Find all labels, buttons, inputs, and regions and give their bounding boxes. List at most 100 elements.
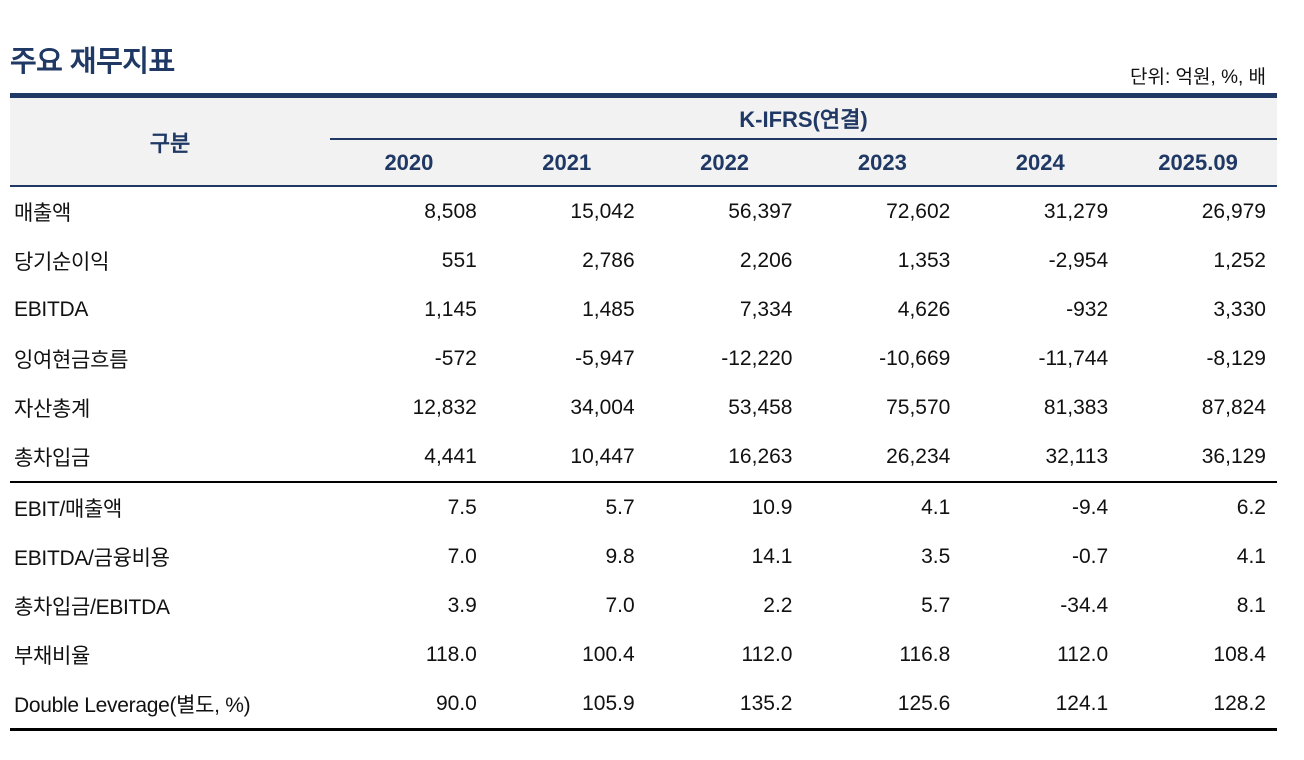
cell-value: -12,220: [721, 346, 793, 370]
year-header: 2025.09: [1158, 149, 1238, 175]
table-body: 매출액 8,508 15,042 56,397 72,602 31,279 26,979 당기…: [10, 187, 1277, 728]
cell-value: 14.1: [751, 544, 793, 568]
cell-value: 3.5: [921, 544, 951, 568]
cell-value: 118.0: [425, 642, 477, 666]
table-section: EBIT/매출액 7.5 5.7 10.9 4.1 -9.4 6.2 EBITDA/금융비용 7…: [10, 481, 1277, 728]
cell-value: 16,263: [728, 444, 793, 468]
cell-value: 128.2: [1213, 691, 1266, 715]
cell-value: 26,979: [1201, 199, 1266, 223]
cell-value: 3,330: [1213, 297, 1266, 321]
row-label: Double Leverage(별도, %): [14, 693, 251, 717]
cell-value: 105.9: [582, 691, 635, 715]
column-header-gubun: 구분: [149, 130, 191, 156]
cell-value: 4,441: [424, 444, 477, 468]
year-header: 2020: [384, 149, 434, 175]
cell-value: 87,824: [1201, 395, 1266, 419]
group-header-kifrs: K-IFRS(연결): [330, 98, 1277, 140]
table-row: 매출액 8,508 15,042 56,397 72,602 31,279 26,979: [10, 187, 1277, 236]
unit-label: 단위: 억원, %, 배: [1130, 67, 1266, 88]
cell-value: -34.4: [1060, 593, 1109, 617]
cell-value: 100.4: [582, 642, 635, 666]
table-row: Double Leverage(별도, %) 90.0 105.9 135.2 125.…: [10, 679, 1277, 728]
cell-value: 2,786: [582, 248, 635, 272]
cell-value: 15,042: [570, 199, 635, 223]
table-bottom-rule: [10, 728, 1277, 731]
table-top-rule: [10, 93, 1277, 98]
row-label: 당기순이익: [14, 250, 110, 274]
cell-value: 125.6: [897, 691, 951, 715]
cell-value: -11,744: [1038, 346, 1109, 370]
year-header: 2024: [1015, 149, 1065, 175]
cell-value: 7.5: [447, 495, 477, 519]
cell-value: -9.4: [1071, 495, 1109, 519]
row-label: 총차입금: [14, 446, 91, 470]
cell-value: 53,458: [728, 395, 793, 419]
row-label: EBIT/매출액: [14, 497, 123, 521]
cell-value: 9.8: [605, 544, 635, 568]
row-label: 자산총계: [14, 397, 91, 421]
cell-value: 1,485: [582, 297, 635, 321]
cell-value: 116.8: [899, 642, 951, 666]
table-row: 총차입금 4,441 10,447 16,263 26,234 32,113 36,129: [10, 432, 1277, 481]
cell-value: 34,004: [570, 395, 635, 419]
cell-value: 124.1: [1055, 691, 1109, 715]
row-label: 부채비율: [14, 644, 91, 668]
cell-value: 36,129: [1201, 444, 1266, 468]
cell-value: 5.7: [605, 495, 635, 519]
year-header: 2021: [542, 149, 592, 175]
cell-value: 4.1: [921, 495, 951, 519]
cell-value: 90.0: [435, 691, 477, 715]
cell-value: 72,602: [886, 199, 951, 223]
cell-value: 12,832: [412, 395, 477, 419]
cell-value: -572: [434, 346, 477, 370]
table-row: EBIT/매출액 7.5 5.7 10.9 4.1 -9.4 6.2: [10, 483, 1277, 532]
cell-value: 7,334: [739, 297, 793, 321]
year-header-row: 2020 2021 2022 2023 2024 2025.09: [330, 140, 1277, 185]
table-row: 총차입금/EBITDA 3.9 7.0 2.2 5.7 -34.4 8.1: [10, 581, 1277, 630]
table-section: 매출액 8,508 15,042 56,397 72,602 31,279 26,979 당기…: [10, 187, 1277, 481]
cell-value: 56,397: [728, 199, 793, 223]
row-label: 잉여현금흐름: [14, 348, 129, 372]
financial-table: 구분 K-IFRS(연결) 2020 2021 2022 2023 2024 2…: [10, 93, 1277, 731]
cell-value: -10,669: [879, 346, 951, 370]
cell-value: 6.2: [1236, 495, 1266, 519]
cell-value: 551: [441, 248, 477, 272]
cell-value: -2,954: [1048, 248, 1109, 272]
page-title: 주요 재무지표: [10, 46, 175, 78]
cell-value: 10,447: [570, 444, 635, 468]
cell-value: -0.7: [1071, 544, 1109, 568]
table-row: 자산총계 12,832 34,004 53,458 75,570 81,383 87,824: [10, 383, 1277, 432]
cell-value: 4.1: [1236, 544, 1266, 568]
cell-value: 75,570: [886, 395, 951, 419]
cell-value: 8.1: [1236, 593, 1266, 617]
year-header: 2023: [857, 149, 907, 175]
table-row: EBITDA/금융비용 7.0 9.8 14.1 3.5 -0.7 4.1: [10, 532, 1277, 581]
cell-value: 1,252: [1213, 248, 1266, 272]
cell-value: 7.0: [447, 544, 477, 568]
cell-value: -8,129: [1206, 346, 1266, 370]
row-label: 매출액: [14, 201, 72, 225]
cell-value: 4,626: [897, 297, 951, 321]
cell-value: 2,206: [739, 248, 793, 272]
table-row: 부채비율 118.0 100.4 112.0 116.8 112.0 108.4: [10, 630, 1277, 679]
cell-value: 7.0: [605, 593, 635, 617]
row-label: 총차입금/EBITDA: [14, 595, 170, 619]
cell-value: 112.0: [1057, 642, 1109, 666]
table-header-columns: K-IFRS(연결) 2020 2021 2022 2023 2024 2025…: [330, 98, 1277, 185]
table-row: 잉여현금흐름 -572 -5,947 -12,220 -10,669 -11,744 -8,…: [10, 334, 1277, 383]
cell-value: 31,279: [1043, 199, 1109, 223]
cell-value: -932: [1066, 297, 1109, 321]
table-row: 당기순이익 551 2,786 2,206 1,353 -2,954 1,252: [10, 236, 1277, 285]
cell-value: 1,145: [424, 297, 477, 321]
cell-value: 5.7: [921, 593, 951, 617]
row-label: EBITDA/금융비용: [14, 546, 170, 570]
row-label: EBITDA: [14, 297, 89, 321]
cell-value: 108.4: [1213, 642, 1266, 666]
table-row: EBITDA 1,145 1,485 7,334 4,626 -932 3,330: [10, 285, 1277, 334]
cell-value: 8,508: [424, 199, 477, 223]
year-header: 2022: [700, 149, 750, 175]
cell-value: 1,353: [897, 248, 951, 272]
table-header: 구분 K-IFRS(연결) 2020 2021 2022 2023 2024 2…: [10, 98, 1277, 187]
cell-value: 2.2: [763, 593, 793, 617]
